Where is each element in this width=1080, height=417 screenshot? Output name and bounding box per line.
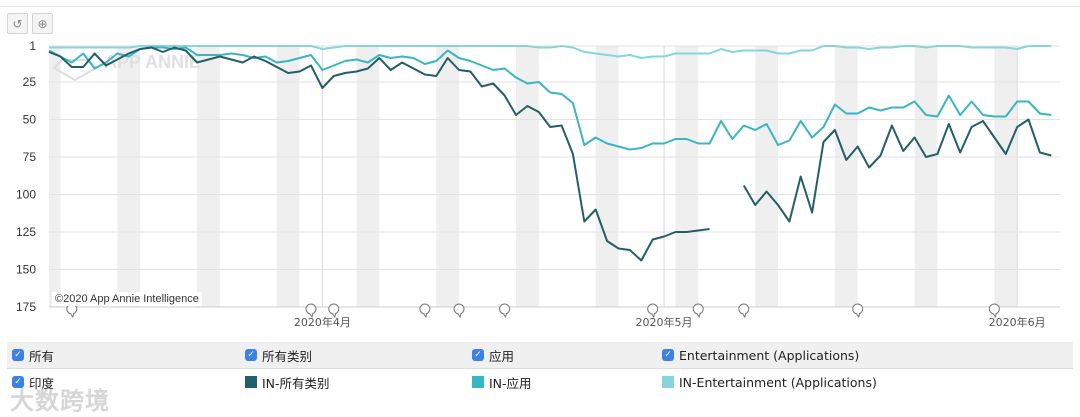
y-tick-label: 50 — [23, 113, 37, 127]
reset-zoom-button[interactable]: ↺ — [7, 13, 28, 34]
series-swatch — [472, 376, 484, 388]
y-tick-label: 75 — [23, 150, 37, 164]
series-line[interactable] — [48, 46, 710, 262]
checkbox-checked-icon[interactable]: ✓ — [12, 349, 24, 361]
checkbox-checked-icon[interactable]: ✓ — [472, 349, 484, 361]
filter-all[interactable]: ✓ 所有 — [12, 342, 54, 368]
copyright-note: ©2020 App Annie Intelligence — [52, 292, 202, 306]
legend-label: IN-Entertainment (Applications) — [679, 374, 877, 390]
filter-label: Entertainment (Applications) — [679, 347, 860, 363]
legend-label: IN-所有类别 — [262, 375, 330, 391]
event-marker-icon[interactable] — [453, 303, 465, 319]
event-marker-icon[interactable] — [738, 303, 750, 319]
y-tick-label: 125 — [16, 225, 36, 239]
y-tick-label: 100 — [16, 188, 36, 202]
checkbox-checked-icon[interactable]: ✓ — [245, 349, 257, 361]
series-row: ✓ 印度 IN-所有类别 IN-应用 IN-Entertainment (Appl… — [7, 369, 1073, 395]
svg-text:APP ANNIE: APP ANNIE — [104, 52, 201, 72]
weekend-band — [515, 46, 539, 307]
weekend-band — [197, 46, 220, 307]
weekend-band — [117, 46, 141, 307]
weekend-band — [595, 46, 619, 307]
series-line[interactable] — [48, 46, 1052, 151]
y-tick-label: 25 — [23, 75, 37, 89]
country-india[interactable]: ✓ 印度 — [12, 369, 54, 395]
series-swatch — [245, 376, 257, 388]
series-line[interactable] — [49, 45, 1052, 59]
event-marker-icon[interactable] — [305, 303, 317, 319]
event-marker-icon[interactable] — [692, 303, 704, 319]
corner-logo: 大数跨境 — [10, 387, 110, 415]
checkbox-checked-icon[interactable]: ✓ — [662, 349, 674, 361]
y-tick-label: 1 — [29, 39, 36, 53]
filter-label: 所有 — [29, 348, 55, 364]
weekend-band — [914, 46, 938, 307]
weekend-band — [436, 46, 460, 307]
country-label: 印度 — [29, 375, 55, 391]
event-marker-icon[interactable] — [328, 303, 340, 319]
legend-item-all-categories[interactable]: IN-所有类别 — [245, 369, 330, 395]
legend-item-applications[interactable]: IN-应用 — [472, 369, 532, 395]
x-tick-label: 2020年5月 — [636, 315, 693, 329]
filter-label: 所有类别 — [262, 348, 313, 364]
weekend-band — [755, 46, 778, 307]
filter-all-categories[interactable]: ✓ 所有类别 — [245, 342, 312, 368]
top-divider — [0, 6, 1080, 7]
y-tick-label: 150 — [16, 263, 36, 277]
weekend-band — [834, 46, 858, 307]
weekend-band — [276, 46, 300, 307]
filter-applications[interactable]: ✓ 应用 — [472, 342, 514, 368]
x-tick-label: 2020年4月 — [294, 315, 351, 329]
event-marker-icon[interactable] — [499, 303, 511, 319]
zoom-in-icon: ⊕ — [37, 16, 48, 31]
filter-entertainment[interactable]: ✓ Entertainment (Applications) — [662, 342, 859, 368]
weekend-band — [49, 46, 61, 307]
series-swatch — [662, 376, 674, 388]
event-marker-icon[interactable] — [852, 303, 864, 319]
legend-label: IN-应用 — [489, 375, 532, 391]
y-tick-label: 175 — [16, 300, 36, 314]
event-marker-icon[interactable] — [647, 303, 659, 319]
undo-icon: ↺ — [12, 16, 23, 31]
filter-label: 应用 — [489, 348, 515, 364]
weekend-band — [356, 46, 380, 307]
series-line[interactable] — [742, 118, 1052, 223]
event-marker-icon[interactable] — [419, 303, 431, 319]
x-tick-label: 2020年6月 — [989, 315, 1046, 329]
event-marker-icon[interactable] — [988, 303, 1000, 319]
checkbox-checked-icon[interactable]: ✓ — [12, 376, 24, 388]
weekend-band — [675, 46, 699, 307]
filter-row: ✓ 所有 ✓ 所有类别 ✓ 应用 ✓ Entertainment (Applicatio… — [7, 342, 1073, 369]
zoom-button[interactable]: ⊕ — [32, 13, 53, 34]
event-marker-icon[interactable] — [66, 303, 78, 319]
weekend-band — [994, 46, 1018, 307]
legend-item-entertainment[interactable]: IN-Entertainment (Applications) — [662, 369, 877, 395]
